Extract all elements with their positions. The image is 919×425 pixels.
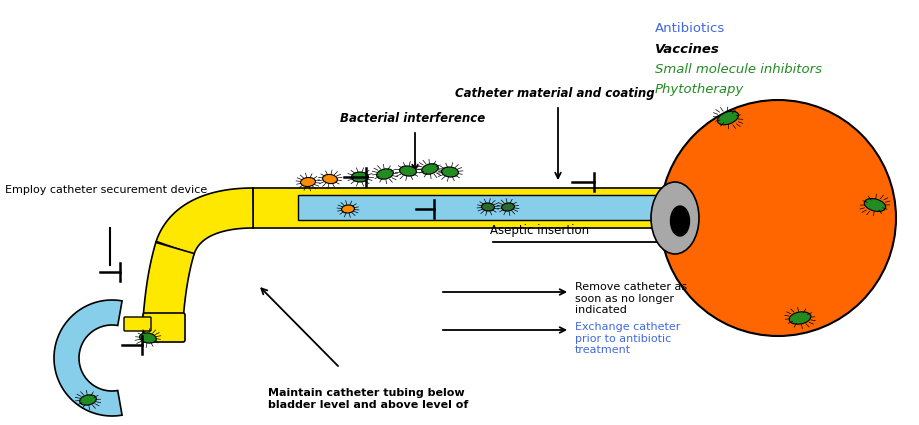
Text: Remove catheter as
soon as no longer
indicated: Remove catheter as soon as no longer ind… — [574, 282, 686, 315]
Ellipse shape — [501, 203, 514, 211]
Ellipse shape — [670, 206, 688, 236]
Text: Maintain catheter tubing below
bladder level and above level of: Maintain catheter tubing below bladder l… — [267, 388, 468, 410]
Text: Antibiotics: Antibiotics — [654, 22, 724, 35]
Ellipse shape — [789, 312, 810, 324]
Ellipse shape — [421, 164, 437, 174]
Polygon shape — [54, 300, 122, 416]
Text: Catheter material and coating: Catheter material and coating — [455, 87, 654, 100]
Polygon shape — [156, 188, 253, 255]
Bar — [253, 188, 727, 228]
Ellipse shape — [376, 169, 393, 179]
Ellipse shape — [399, 166, 416, 176]
Text: Bacterial interference: Bacterial interference — [340, 112, 484, 125]
Ellipse shape — [140, 333, 156, 343]
FancyBboxPatch shape — [124, 317, 151, 331]
Ellipse shape — [651, 182, 698, 254]
Text: Aseptic insertion: Aseptic insertion — [490, 224, 588, 237]
Ellipse shape — [717, 111, 738, 125]
Ellipse shape — [341, 205, 354, 213]
Circle shape — [659, 100, 895, 336]
Ellipse shape — [80, 395, 96, 405]
Polygon shape — [143, 242, 194, 322]
Bar — [298, 195, 687, 220]
Ellipse shape — [301, 178, 315, 187]
Text: Exchange catheter
prior to antibiotic
treatment: Exchange catheter prior to antibiotic tr… — [574, 322, 680, 355]
Text: Vaccines: Vaccines — [654, 43, 719, 56]
FancyBboxPatch shape — [142, 313, 185, 342]
Ellipse shape — [863, 198, 885, 212]
Ellipse shape — [323, 174, 337, 184]
Ellipse shape — [351, 172, 369, 182]
Text: Small molecule inhibitors: Small molecule inhibitors — [654, 63, 821, 76]
Ellipse shape — [441, 167, 458, 177]
Text: Phytotherapy: Phytotherapy — [654, 83, 743, 96]
Ellipse shape — [481, 203, 494, 211]
Text: Employ catheter securement device: Employ catheter securement device — [5, 185, 207, 195]
